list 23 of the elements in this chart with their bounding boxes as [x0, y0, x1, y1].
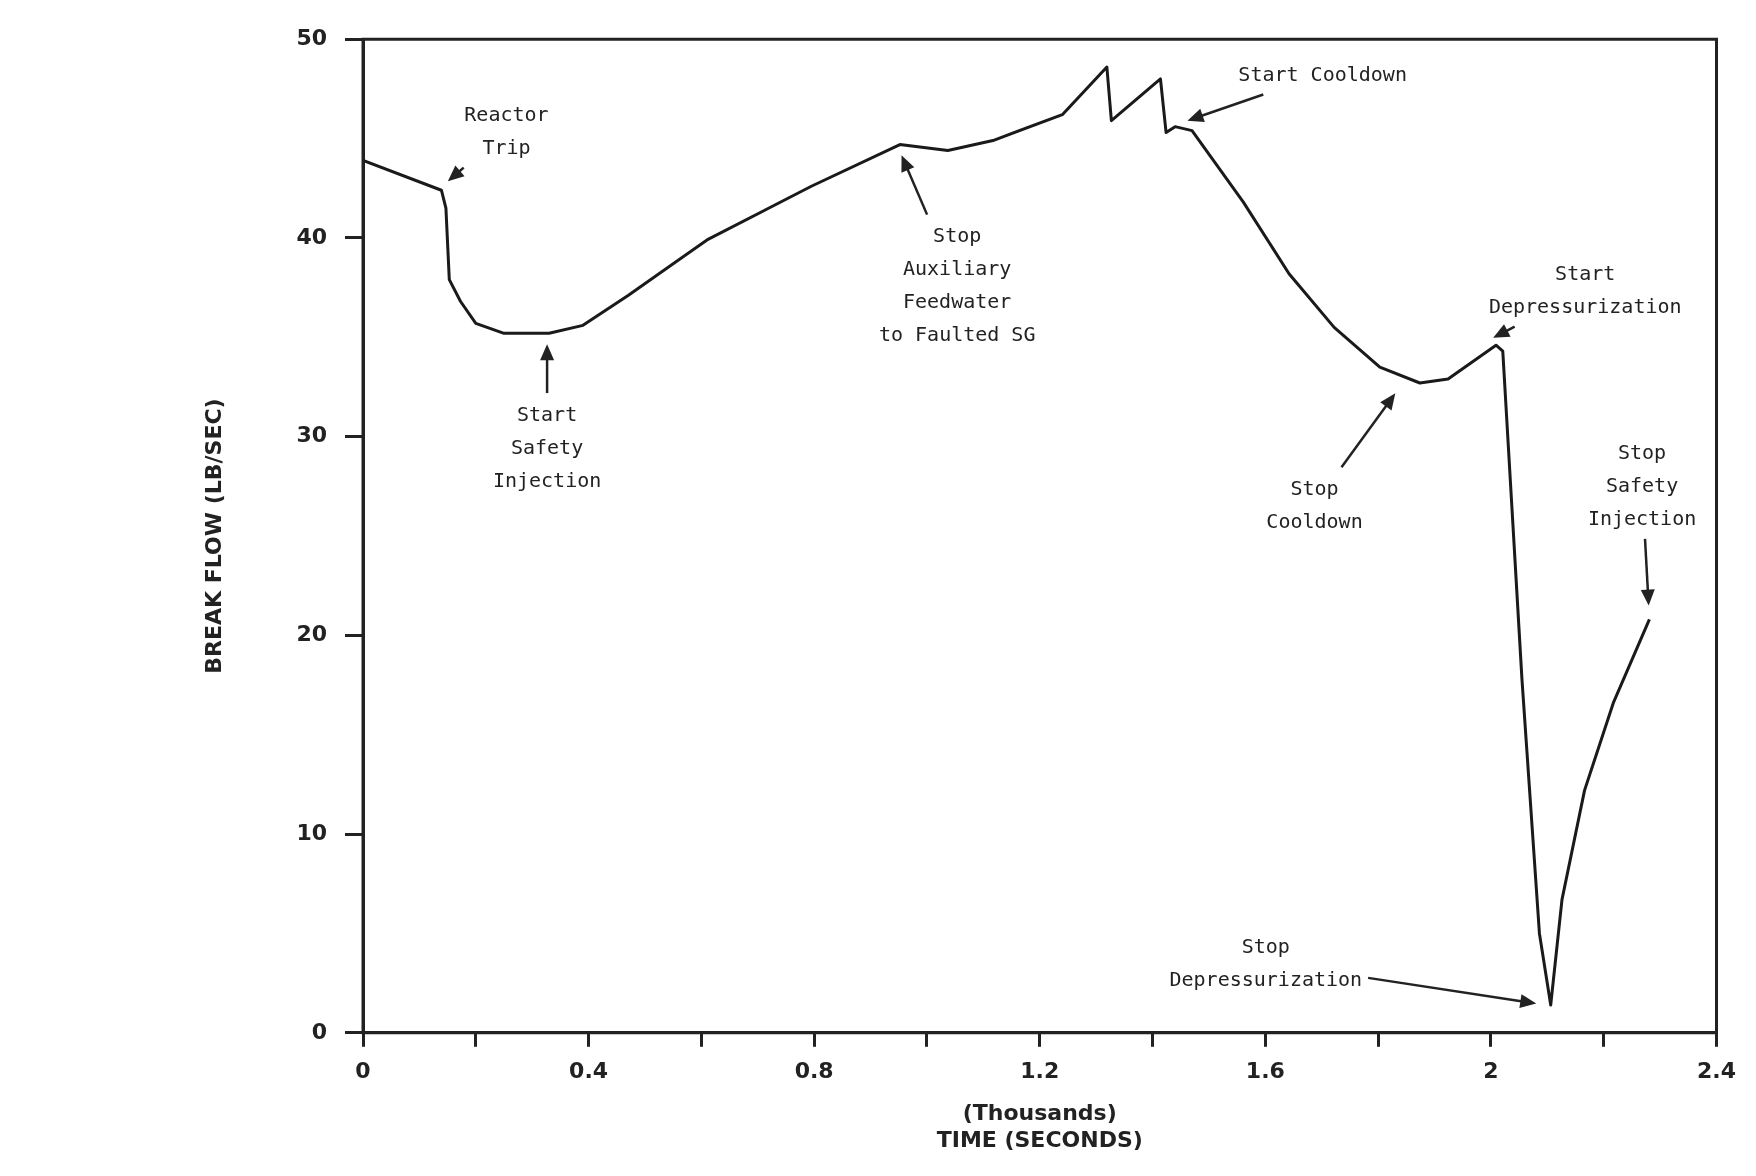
x-tick-label: 0 — [355, 1057, 371, 1083]
x-tick-label: 1.2 — [1020, 1057, 1060, 1083]
x-tick-label: 2 — [1483, 1057, 1499, 1083]
annotation: Stop Auxiliary Feedwater to Faulted SG — [878, 223, 1036, 347]
annotation: Start Safety Injection — [492, 401, 602, 492]
annotation: Start Cooldown — [1238, 61, 1407, 86]
annotation: Stop Cooldown — [1266, 475, 1363, 533]
y-tick-label: 30 — [296, 422, 328, 448]
x-tick-label: 0.4 — [569, 1057, 609, 1083]
x-tick-label: 1.6 — [1245, 1057, 1285, 1083]
y-tick-label: 50 — [296, 24, 328, 50]
x-tick-label: 0.8 — [794, 1057, 834, 1083]
y-tick-label: 20 — [296, 621, 328, 647]
annotation: Stop Depressurization — [1169, 933, 1363, 991]
y-tick-label: 0 — [311, 1018, 328, 1044]
annotation: Stop Safety Injection — [1587, 440, 1697, 531]
y-axis-title: BREAK FLOW (LB/SEC) — [200, 398, 226, 674]
x-axis-title: (Thousands) TIME (SECONDS) — [936, 1100, 1143, 1152]
x-tick-label: 2.4 — [1697, 1057, 1737, 1083]
annotation: Start Depressurization — [1488, 261, 1682, 319]
annotation: Reactor Trip — [464, 102, 549, 160]
y-tick-label: 10 — [296, 819, 328, 845]
y-tick-label: 40 — [296, 223, 328, 249]
